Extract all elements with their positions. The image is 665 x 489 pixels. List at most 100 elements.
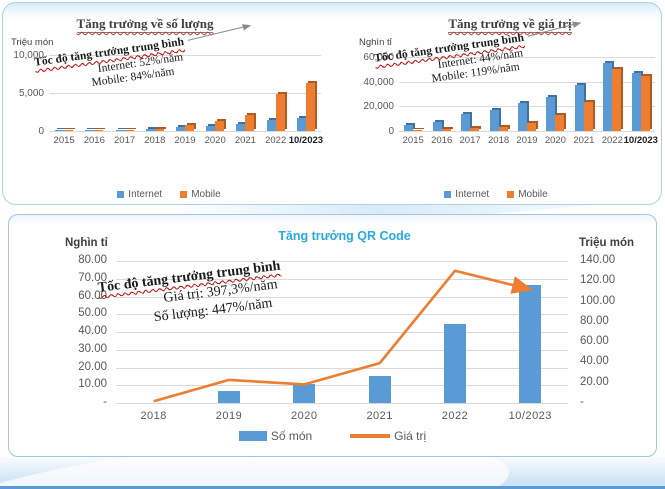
mobile-bar <box>215 120 225 131</box>
y-tick-label: 0 <box>38 126 44 137</box>
mobile-bar <box>640 76 650 131</box>
internet-swatch-icon <box>117 191 125 198</box>
left-tick-label: 80.00 <box>78 254 107 266</box>
x-tick-label: 2018 <box>488 135 510 146</box>
mobile-bar <box>124 129 134 131</box>
right-tick-label: 80.00 <box>580 314 609 327</box>
growth-annotation: Tốc độ tăng trưởng trung bình Internet: … <box>373 20 588 93</box>
mobile-swatch-icon <box>507 191 515 198</box>
internet-bar <box>461 114 471 131</box>
qr-chart-title: Tăng trưởng QR Code <box>278 229 411 243</box>
left-tick-label: 30.00 <box>78 342 107 355</box>
y-tick-label: 5,000 <box>18 88 44 99</box>
legend-item-mobile: Mobile <box>180 189 221 200</box>
legend: Số món Giá trị <box>9 429 656 443</box>
legend-item-mobile: Mobile <box>507 189 548 200</box>
so-mon-bar <box>519 285 542 403</box>
y-axis-unit-label: Nghìn tỉ <box>359 37 392 48</box>
x-tick-label: 2021 <box>366 410 393 422</box>
left-tick-label: 10.00 <box>78 378 107 391</box>
internet-bar <box>489 110 499 131</box>
internet-swatch-icon <box>444 191 452 198</box>
mobile-bar <box>245 115 255 131</box>
right-tick-label: - <box>580 396 584 408</box>
so-mon-bar <box>218 390 240 403</box>
gridline <box>49 55 321 56</box>
so-mon-bar <box>368 375 391 403</box>
chart-title-row: Tăng trưởng QR Code <box>9 227 656 245</box>
gridline <box>49 93 321 94</box>
x-tick-label: 10/2023 <box>288 135 324 146</box>
trend-arrow-icon <box>187 23 252 41</box>
mobile-bar <box>154 129 164 131</box>
internet-bar <box>546 97 556 131</box>
internet-bar <box>115 129 125 131</box>
legend: Internet Mobile <box>7 189 331 200</box>
gridline <box>399 81 655 83</box>
chart-title: Tăng trưởng về giá trị <box>448 16 572 33</box>
internet-bar <box>55 129 65 131</box>
gridline <box>399 57 655 58</box>
gridline <box>116 332 568 333</box>
chart-title-row: Tăng trưởng về số lượng <box>7 15 331 33</box>
x-tick-label: 10/2023 <box>508 410 552 422</box>
right-tick-label: 140.00 <box>580 254 616 266</box>
x-tick-label: 2019 <box>516 135 538 146</box>
x-tick-label: 2015 <box>402 135 424 146</box>
mobile-bar <box>64 129 74 131</box>
gridline <box>116 261 568 262</box>
x-tick-label: 2018 <box>140 410 167 422</box>
annotation-headline-row: Tốc độ tăng trưởng trung bình <box>373 20 584 67</box>
x-tick-label: 2020 <box>291 410 318 422</box>
gridline <box>116 367 568 369</box>
gridline <box>399 106 655 108</box>
mobile-bar <box>441 129 451 131</box>
legend-label: Internet <box>128 189 163 200</box>
gridline <box>49 131 321 132</box>
right-tick-label: 40.00 <box>580 355 609 368</box>
x-tick-label: 2019 <box>174 135 196 146</box>
left-tick-label: 40.00 <box>78 325 107 337</box>
x-tick-label: 2017 <box>459 135 481 146</box>
internet-bar <box>266 120 276 131</box>
chart-value-growth: Tăng trưởng về giá trị Nghìn tỉ 60,000 40… <box>333 7 659 203</box>
y-axis-unit-label: Triệu món <box>11 37 54 48</box>
gridline <box>116 403 568 404</box>
y-tick-label: 60,000 <box>363 52 394 63</box>
y-tick-label: 20,000 <box>363 101 394 113</box>
x-tick-label: 2018 <box>144 135 166 146</box>
left-tick-label: 60.00 <box>78 289 107 302</box>
mobile-bar <box>470 128 480 131</box>
mobile-bar <box>583 102 593 131</box>
legend-item-gia-tri: Giá trị <box>350 429 426 443</box>
y-tick-label: 0 <box>388 126 394 137</box>
x-tick-label: 2020 <box>544 135 566 146</box>
right-tick-label: 100.00 <box>580 294 616 307</box>
x-tick-label: 2019 <box>215 410 243 422</box>
so-mon-swatch-icon <box>238 431 267 441</box>
annotation-headline-row: Tốc độ tăng trưởng trung bình <box>33 22 254 71</box>
internet-bar <box>432 122 442 131</box>
internet-bar <box>404 124 414 131</box>
internet-bar <box>145 129 155 131</box>
plot-area: 60,000 40,000 20,000 0 2015 2016 2017 2018 2019 2… <box>363 52 658 146</box>
mobile-bar <box>498 127 508 131</box>
left-tick-label: 70.00 <box>78 271 107 284</box>
x-tick-label: 2022 <box>601 135 623 146</box>
plot-area: 10,000 5,000 0 2015 2016 2017 2018 2019 2020 2021… <box>13 50 323 146</box>
x-tick-label: 2022 <box>265 135 287 146</box>
right-tick-label: 20.00 <box>580 375 609 388</box>
mobile-bar <box>305 83 315 131</box>
mobile-bar <box>275 93 285 131</box>
left-tick-label: - <box>103 396 107 408</box>
internet-bar <box>574 84 584 131</box>
x-tick-label: 2021 <box>234 135 256 146</box>
y-tick-label: 10,000 <box>13 50 44 61</box>
right-axis-unit-label: Triệu món <box>579 237 634 249</box>
gridline <box>116 349 568 351</box>
qr-chart-panel: Tăng trưởng QR Code Nghìn tỉ Triệu món 8… <box>8 214 657 457</box>
chart-quantity-growth: Tăng trưởng về số lượng Triệu món 10,000… <box>7 7 331 203</box>
x-tick-label: 2021 <box>573 135 595 146</box>
legend-item-so-mon: Số món <box>238 429 312 443</box>
internet-bar <box>206 126 216 131</box>
